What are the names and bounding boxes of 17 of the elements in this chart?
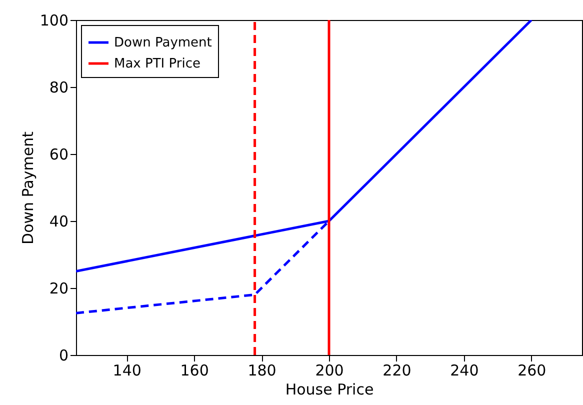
- y-tick-label: 80: [49, 78, 68, 96]
- x-tick-label: 180: [248, 362, 276, 380]
- x-tick-label: 220: [382, 362, 412, 380]
- legend-label: Down Payment: [114, 36, 212, 50]
- x-tick-label: 160: [180, 362, 209, 380]
- y-axis-title: Down Payment: [18, 131, 37, 244]
- y-tick-label: 100: [40, 12, 68, 30]
- x-tick-label: 200: [315, 362, 344, 380]
- y-tick-label: 0: [58, 346, 68, 364]
- y-tick-label: 60: [49, 146, 68, 164]
- x-tick-label: 140: [112, 362, 142, 380]
- y-tick-label: 20: [49, 280, 68, 298]
- legend-label: Max PTI Price: [114, 56, 200, 72]
- x-tick-label: 240: [450, 362, 479, 380]
- x-tick-label: 260: [518, 362, 546, 380]
- y-tick-label: 40: [49, 212, 68, 230]
- x-axis-title: House Price: [285, 380, 374, 398]
